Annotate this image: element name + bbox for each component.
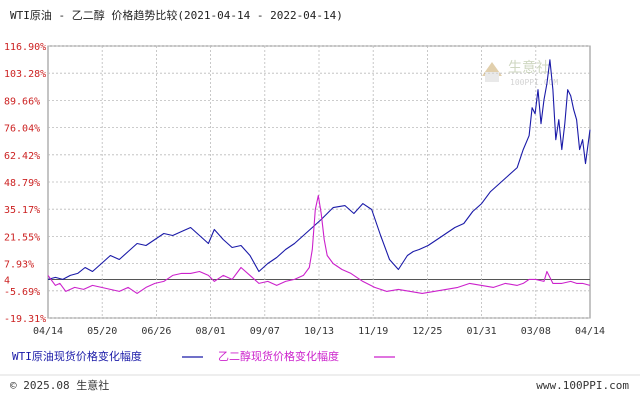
y-tick-label: 76.04%: [4, 124, 40, 135]
y-tick-label: 103.28%: [4, 69, 46, 80]
y-tick-label: -19.31%: [4, 314, 46, 325]
y-tick-label: 89.66%: [4, 96, 40, 107]
x-tick-label: 05/20: [87, 326, 117, 337]
x-tick-label: 06/26: [141, 326, 171, 337]
legend-label-meg: 乙二醇现货价格变化幅度: [218, 349, 339, 363]
house-base-icon: [485, 72, 499, 82]
legend-label-wti: WTI原油现货价格变化幅度: [12, 349, 142, 363]
footer-copyright: © 2025.08 生意社: [10, 378, 109, 392]
x-tick-label: 01/31: [467, 326, 497, 337]
watermark-domain: 100PPI.COM: [510, 78, 558, 87]
y-tick-label: 48.79%: [4, 178, 40, 189]
y-tick-label: -5.69%: [4, 287, 40, 298]
x-tick-label: 12/25: [412, 326, 442, 337]
x-tick-label: 04/14: [33, 326, 63, 337]
y-tick-label: 116.90%: [4, 42, 46, 53]
y-tick-labels: 116.90% 103.28% 89.66% 76.04% 62.42% 48.79% 35…: [4, 42, 46, 325]
watermark-logo: 生意社 100PPI.COM: [482, 59, 558, 87]
x-tick-label: 08/01: [196, 326, 226, 337]
series-line-meg: [47, 195, 591, 294]
series-layer: [47, 59, 591, 294]
x-tick-label: 03/08: [521, 326, 551, 337]
zero-label: 4: [4, 275, 10, 286]
x-tick-label: 11/19: [358, 326, 388, 337]
y-tick-label: 62.42%: [4, 151, 40, 162]
x-tick-label: 04/14: [575, 326, 605, 337]
footer-site-link[interactable]: www.100PPI.com: [536, 379, 629, 392]
legend: WTI原油现货价格变化幅度 乙二醇现货价格变化幅度: [12, 349, 395, 363]
y-tick-label: 21.55%: [4, 232, 40, 243]
x-tick-labels: 04/14 05/20 06/26 08/01 09/07 10/13 11/19 12/25…: [33, 326, 605, 337]
y-tick-label: 35.17%: [4, 205, 40, 216]
chart-title: WTI原油 - 乙二醇 价格趋势比较(2021-04-14 - 2022-04-…: [10, 8, 343, 22]
x-tick-label: 10/13: [304, 326, 334, 337]
x-tick-label: 09/07: [250, 326, 280, 337]
y-tick-label: 7.93%: [4, 260, 34, 271]
watermark-name: 生意社: [508, 59, 550, 76]
grid-lines: [48, 45, 590, 319]
series-line-wti: [47, 59, 591, 280]
